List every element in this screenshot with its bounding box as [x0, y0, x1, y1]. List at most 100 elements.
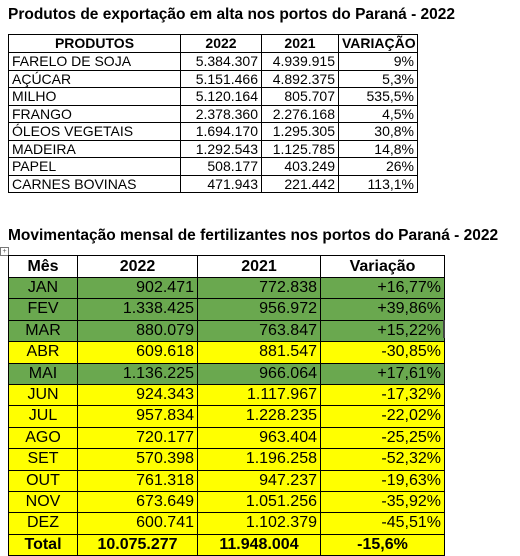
value-2022-cell: 570.398 — [77, 448, 198, 471]
value-2022-cell: 1.292.543 — [180, 139, 262, 158]
month-cell: JAN — [8, 276, 78, 300]
header-produtos: PRODUTOS — [8, 34, 181, 53]
table-row: JAN 902.471 772.838 +16,77% — [8, 276, 445, 300]
value-2022-cell: 924.343 — [77, 384, 198, 407]
table-row: AÇÚCAR 5.151.466 4.892.375 5,3% — [8, 69, 418, 88]
table-row: DEZ 600.741 1.102.379 -45,51% — [8, 512, 445, 535]
total-2022: 10.075.277 — [77, 533, 198, 556]
value-2021-cell: 2.276.168 — [261, 104, 339, 123]
product-name-cell: FRANGO — [8, 104, 181, 123]
value-2021-cell: 1.196.258 — [197, 448, 321, 471]
variation-cell: -45,51% — [320, 512, 445, 535]
variation-cell: -35,92% — [320, 491, 445, 514]
header-2021: 2021 — [261, 34, 339, 53]
variation-cell: +17,61% — [320, 362, 445, 386]
value-2021-cell: 1.102.379 — [197, 512, 321, 535]
value-2022-cell: 1.694.170 — [180, 122, 262, 141]
header-variacao: VARIAÇÃO — [338, 34, 418, 53]
header-2021: 2021 — [197, 255, 321, 278]
value-2021-cell: 1.125.785 — [261, 139, 339, 158]
value-2022-cell: 508.177 — [180, 157, 262, 176]
variation-cell: -19,63% — [320, 469, 445, 493]
table-row: OUT 761.318 947.237 -19,63% — [8, 469, 445, 493]
header-variacao: Variação — [320, 255, 445, 278]
product-name-cell: FARELO DE SOJA — [8, 52, 181, 71]
table-row: JUL 957.834 1.228.235 -22,02% — [8, 405, 445, 428]
product-name-cell: CARNES BOVINAS — [8, 174, 181, 193]
value-2022-cell: 880.079 — [77, 319, 198, 343]
variation-cell: -52,32% — [320, 448, 445, 471]
variation-cell: -17,32% — [320, 384, 445, 407]
table-move-handle-icon[interactable]: + — [0, 247, 9, 256]
value-2022-cell: 902.471 — [77, 276, 198, 300]
value-2021-cell: 221.442 — [261, 174, 339, 193]
value-2021-cell: 4.892.375 — [261, 69, 339, 88]
month-cell: FEV — [8, 298, 78, 321]
variation-cell: -25,25% — [320, 426, 445, 450]
table-row: SET 570.398 1.196.258 -52,32% — [8, 448, 445, 471]
total-label: Total — [8, 533, 78, 556]
value-2021-cell: 772.838 — [197, 276, 321, 300]
total-2021: 11.948.004 — [197, 533, 321, 556]
month-cell: NOV — [8, 491, 78, 514]
value-2022-cell: 5.151.466 — [180, 69, 262, 88]
value-2021-cell: 805.707 — [261, 87, 339, 106]
variation-cell: 535,5% — [338, 87, 418, 106]
table-row: FRANGO 2.378.360 2.276.168 4,5% — [8, 104, 418, 123]
product-name-cell: MILHO — [8, 87, 181, 106]
value-2022-cell: 1.338.425 — [77, 298, 198, 321]
value-2022-cell: 471.943 — [180, 174, 262, 193]
variation-cell: 26% — [338, 157, 418, 176]
header-2022: 2022 — [77, 255, 198, 278]
header-2022: 2022 — [180, 34, 262, 53]
value-2021-cell: 1.051.256 — [197, 491, 321, 514]
table-row: ABR 609.618 881.547 -30,85% — [8, 341, 445, 364]
month-cell: DEZ — [8, 512, 78, 535]
fertilizer-table-title: Movimentação mensal de fertilizantes nos… — [8, 227, 499, 244]
value-2022-cell: 5.120.164 — [180, 87, 262, 106]
variation-cell: 4,5% — [338, 104, 418, 123]
value-2022-cell: 957.834 — [77, 405, 198, 428]
total-variacao: -15,6% — [320, 533, 445, 556]
table-row: PAPEL 508.177 403.249 26% — [8, 157, 418, 176]
table-row: ÓLEOS VEGETAIS 1.694.170 1.295.305 30,8% — [8, 122, 418, 141]
variation-cell: 5,3% — [338, 69, 418, 88]
product-name-cell: MADEIRA — [8, 139, 181, 158]
value-2021-cell: 966.064 — [197, 362, 321, 386]
table-row: CARNES BOVINAS 471.943 221.442 113,1% — [8, 174, 418, 193]
month-cell: AGO — [8, 426, 78, 450]
value-2022-cell: 5.384.307 — [180, 52, 262, 71]
variation-cell: 9% — [338, 52, 418, 71]
value-2022-cell: 720.177 — [77, 426, 198, 450]
value-2021-cell: 1.117.967 — [197, 384, 321, 407]
table-row: AGO 720.177 963.404 -25,25% — [8, 426, 445, 450]
table-row: MAR 880.079 763.847 +15,22% — [8, 319, 445, 343]
table-row: JUN 924.343 1.117.967 -17,32% — [8, 384, 445, 407]
table-row: MILHO 5.120.164 805.707 535,5% — [8, 87, 418, 106]
value-2022-cell: 1.136.225 — [77, 362, 198, 386]
export-products-table: PRODUTOS 2022 2021 VARIAÇÃO FARELO DE SO… — [8, 34, 418, 193]
value-2021-cell: 881.547 — [197, 341, 321, 364]
table-row: MADEIRA 1.292.543 1.125.785 14,8% — [8, 139, 418, 158]
table-row: FARELO DE SOJA 5.384.307 4.939.915 9% — [8, 52, 418, 71]
month-cell: MAI — [8, 362, 78, 386]
table-row: MAI 1.136.225 966.064 +17,61% — [8, 362, 445, 386]
product-name-cell: PAPEL — [8, 157, 181, 176]
value-2022-cell: 761.318 — [77, 469, 198, 493]
value-2022-cell: 600.741 — [77, 512, 198, 535]
product-name-cell: ÓLEOS VEGETAIS — [8, 122, 181, 141]
variation-cell: -22,02% — [320, 405, 445, 428]
month-cell: MAR — [8, 319, 78, 343]
variation-cell: +15,22% — [320, 319, 445, 343]
month-cell: JUL — [8, 405, 78, 428]
product-name-cell: AÇÚCAR — [8, 69, 181, 88]
value-2022-cell: 673.649 — [77, 491, 198, 514]
value-2021-cell: 947.237 — [197, 469, 321, 493]
table-header-row: PRODUTOS 2022 2021 VARIAÇÃO — [8, 34, 418, 53]
table-header-row: Mês 2022 2021 Variação — [8, 255, 445, 278]
month-cell: OUT — [8, 469, 78, 493]
month-cell: JUN — [8, 384, 78, 407]
month-cell: ABR — [8, 341, 78, 364]
value-2021-cell: 963.404 — [197, 426, 321, 450]
value-2022-cell: 609.618 — [77, 341, 198, 364]
